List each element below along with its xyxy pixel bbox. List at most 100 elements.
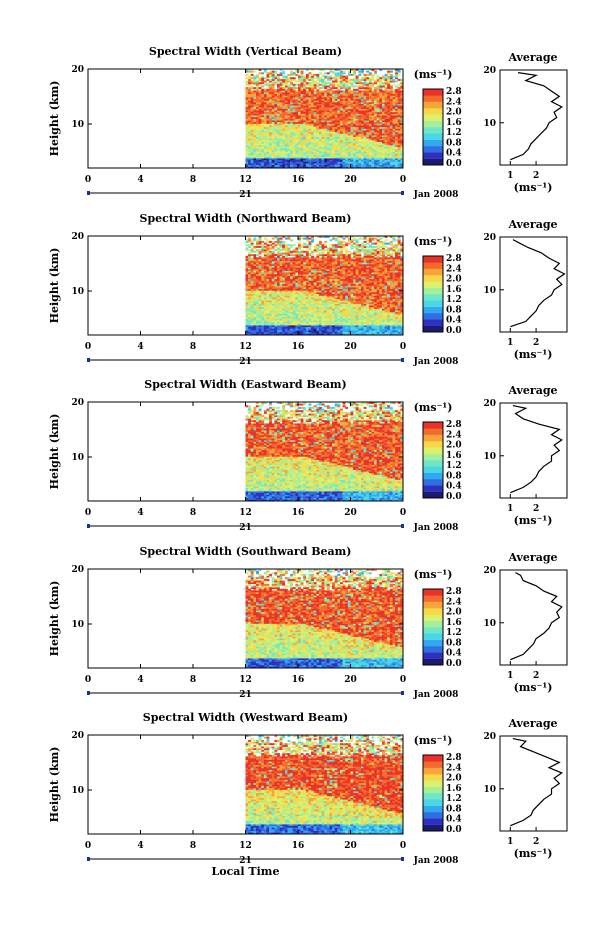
heatmap-cell — [305, 149, 309, 152]
heatmap-cell — [347, 130, 351, 133]
heatmap-cell — [305, 252, 309, 255]
heatmap-cell — [311, 293, 314, 296]
heatmap-cell — [271, 80, 275, 83]
heatmap-cell — [250, 285, 254, 288]
heatmap-cell — [353, 151, 356, 154]
heatmap-cell — [292, 103, 296, 106]
heatmap-cell — [248, 103, 251, 106]
heatmap-cell — [266, 290, 270, 293]
heatmap-cell — [326, 166, 330, 169]
heatmap-cell — [303, 300, 307, 303]
heatmap-cell — [295, 108, 299, 111]
heatmap-cell — [303, 285, 307, 288]
heatmap-cell — [384, 161, 388, 164]
heatmap-cell — [274, 102, 278, 104]
heatmap-cell — [316, 98, 320, 101]
heatmap-cell — [353, 120, 356, 123]
heatmap-cell — [258, 133, 262, 136]
heatmap-cell — [303, 115, 307, 118]
heatmap-cell — [368, 115, 372, 118]
heatmap-cell — [363, 116, 367, 119]
heatmap-cell — [308, 83, 312, 86]
heatmap-cell — [298, 313, 301, 316]
heatmap-cell — [284, 151, 288, 154]
heatmap-cell — [321, 130, 325, 133]
heatmap-cell — [308, 121, 312, 124]
heatmap-cell — [298, 105, 301, 108]
heatmap-cell — [261, 164, 265, 167]
heatmap-cell — [287, 305, 291, 308]
heatmap-cell — [400, 87, 404, 90]
heatmap-cell — [358, 85, 362, 88]
heatmap-cell — [269, 316, 272, 319]
heatmap-cell — [384, 98, 388, 101]
heatmap-cell — [271, 330, 275, 332]
heatmap-cell — [311, 159, 314, 162]
heatmap-cell — [261, 273, 265, 276]
heatmap-cell — [305, 130, 309, 133]
heatmap-cell — [274, 308, 278, 311]
heatmap-cell — [300, 120, 304, 123]
heatmap-cell — [295, 247, 299, 250]
heatmap-cell — [311, 87, 314, 90]
heatmap-cell — [253, 292, 257, 294]
heatmap-cell — [279, 240, 283, 243]
heatmap-cell — [371, 149, 375, 152]
heatmap-cell — [287, 307, 291, 309]
heatmap-cell — [277, 163, 280, 165]
heatmap-cell — [347, 163, 351, 165]
heatmap-cell — [313, 85, 317, 88]
heatmap-cell — [342, 138, 346, 141]
heatmap-cell — [389, 97, 393, 99]
heatmap-cell — [300, 321, 304, 324]
heatmap-cell — [295, 262, 299, 265]
heatmap-cell — [261, 130, 265, 133]
heatmap-cell — [366, 151, 370, 154]
heatmap-cell — [258, 303, 262, 306]
heatmap-cell — [374, 166, 377, 169]
heatmap-cell — [263, 106, 267, 109]
heatmap-cell — [355, 82, 359, 85]
heatmap-cell — [258, 290, 262, 293]
heatmap-cell — [316, 141, 320, 144]
heatmap-cell — [313, 141, 317, 144]
heatmap-cell — [334, 138, 338, 141]
heatmap-cell — [271, 126, 275, 129]
heatmap-cell — [258, 153, 262, 156]
heatmap-cell — [250, 93, 254, 96]
heatmap-cell — [361, 161, 364, 164]
heatmap-cell — [316, 325, 320, 327]
heatmap-cell — [316, 151, 320, 154]
heatmap-cell — [263, 307, 267, 309]
heatmap-cell — [384, 154, 388, 157]
heatmap-cell — [284, 245, 288, 248]
heatmap-cell — [345, 156, 349, 159]
heatmap-cell — [332, 92, 335, 95]
heatmap-cell — [261, 285, 265, 288]
heatmap-cell — [311, 136, 314, 139]
heatmap-cell — [342, 166, 346, 169]
heatmap-cell — [305, 156, 309, 159]
heatmap-cell — [277, 164, 280, 167]
heatmap-cell — [248, 126, 251, 129]
heatmap-cell — [400, 111, 404, 114]
heatmap-cell — [303, 307, 307, 309]
heatmap-cell — [271, 277, 275, 280]
heatmap-cell — [274, 278, 278, 281]
heatmap-cell — [329, 87, 333, 90]
heatmap-cell — [292, 110, 296, 113]
heatmap-cell — [368, 136, 372, 139]
heatmap-cell — [374, 133, 377, 136]
heatmap-cell — [400, 144, 404, 147]
heatmap-cell — [258, 331, 262, 334]
heatmap-cell — [311, 106, 314, 109]
heatmap-cell — [368, 118, 372, 121]
heatmap-cell — [250, 295, 254, 298]
heatmap-cell — [311, 267, 314, 270]
heatmap-cell — [395, 93, 398, 96]
heatmap-cell — [277, 130, 280, 133]
heatmap-cell — [397, 108, 401, 111]
heatmap-cell — [384, 126, 388, 129]
heatmap-cell — [340, 73, 343, 76]
heatmap-cell — [305, 111, 309, 114]
